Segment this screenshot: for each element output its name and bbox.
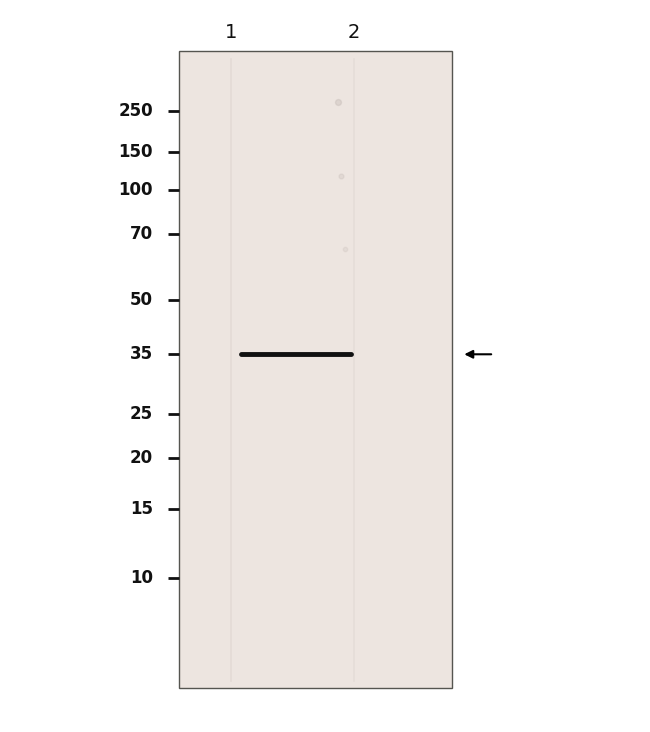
Text: 15: 15 (130, 500, 153, 518)
Point (333, 97, 343, 108)
Text: 100: 100 (118, 182, 153, 199)
Text: 1: 1 (224, 23, 237, 42)
Text: 50: 50 (130, 291, 153, 309)
Text: 70: 70 (129, 225, 153, 243)
FancyBboxPatch shape (179, 51, 452, 688)
Text: 250: 250 (118, 102, 153, 120)
Text: 35: 35 (129, 346, 153, 363)
Text: 2: 2 (348, 23, 361, 42)
Text: 10: 10 (130, 569, 153, 587)
Text: 25: 25 (129, 405, 153, 422)
Point (339, 243, 350, 255)
Text: 20: 20 (129, 449, 153, 467)
Text: 150: 150 (118, 143, 153, 160)
Point (336, 170, 346, 182)
